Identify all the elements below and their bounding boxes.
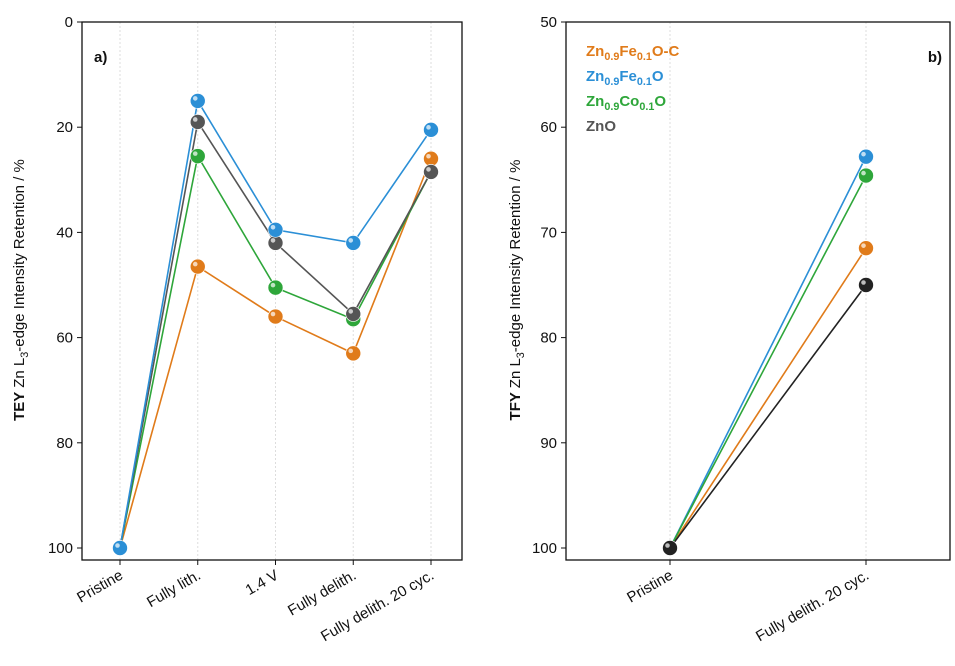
point-highlight: [861, 280, 866, 285]
y-tick-label: 60: [56, 330, 73, 347]
series-line: [669, 156, 867, 549]
point-highlight: [348, 309, 354, 314]
data-point: [345, 345, 362, 362]
y-tick-label: 70: [540, 224, 557, 241]
data-point: [423, 150, 439, 167]
point-highlight: [348, 348, 354, 354]
data-point: [662, 540, 678, 556]
data-point: [267, 308, 284, 325]
y-axis-label-bold: TEY: [11, 388, 28, 421]
series-line: [669, 284, 867, 549]
point-highlight: [192, 96, 198, 101]
x-tick-label: Fully delith.: [285, 567, 359, 620]
x-tick-label: Fully lith.: [144, 567, 204, 611]
data-point: [345, 235, 362, 251]
data-point: [189, 114, 206, 130]
data-point: [858, 167, 874, 184]
point-highlight: [426, 153, 431, 159]
y-axis-label-text: Zn L3-edge Intensity Retention / %: [11, 159, 31, 388]
point-highlight: [665, 543, 670, 548]
data-point: [858, 148, 874, 165]
point-highlight: [861, 170, 866, 176]
y-axis-label: TEY Zn L3-edge Intensity Retention / %: [11, 159, 31, 421]
data-point: [189, 258, 206, 275]
chart-panel: Pristine Fully delith. 20 cyc. 50 60 70 80 90 1…: [507, 14, 951, 646]
y-axis-label-text: Zn L3-edge Intensity Retention / %: [507, 160, 527, 389]
y-tick-label: 100: [48, 540, 73, 557]
legend-entry: ZnO: [586, 118, 616, 135]
y-tick-label: 80: [56, 435, 73, 452]
point-highlight: [192, 117, 198, 122]
y-axis-label-bold: TFY: [507, 388, 524, 420]
point-highlight: [192, 151, 198, 156]
data-point: [112, 540, 128, 556]
y-tick-label: 40: [56, 224, 73, 241]
plot-frame: [565, 21, 951, 561]
y-tick-label: 80: [540, 330, 557, 347]
panel-label: a): [94, 49, 107, 66]
point-highlight: [861, 151, 866, 157]
plot-frame: [81, 21, 463, 561]
series-line: [669, 175, 867, 549]
y-tick-label: 0: [65, 14, 73, 31]
panel-label: b): [928, 49, 942, 66]
x-tick-label: Fully delith. 20 cyc.: [753, 567, 872, 646]
y-tick-label: 90: [540, 435, 557, 452]
point-highlight: [426, 125, 431, 130]
legend-entry: Zn0.9Fe0.1O-C: [586, 43, 680, 63]
data-point: [858, 240, 874, 256]
y-tick-label: 60: [540, 119, 557, 136]
series-line: [669, 247, 867, 549]
point-highlight: [861, 243, 866, 248]
data-point: [189, 148, 206, 164]
y-tick-label: 20: [56, 119, 73, 136]
point-highlight: [348, 238, 354, 243]
series-line: [119, 158, 432, 549]
data-point: [858, 277, 874, 293]
y-tick-label: 100: [532, 540, 557, 557]
data-point: [267, 279, 284, 296]
point-highlight: [270, 224, 276, 230]
x-tick-label: Pristine: [624, 567, 676, 607]
point-highlight: [270, 282, 276, 288]
data-point: [267, 221, 284, 238]
point-highlight: [270, 238, 276, 243]
data-point: [189, 93, 206, 109]
legend-entry: Zn0.9Co0.1O: [586, 93, 666, 113]
x-tick-label: Pristine: [74, 567, 126, 607]
legend-entry: Zn0.9Fe0.1O: [586, 68, 664, 88]
y-tick-label: 50: [540, 14, 557, 31]
point-highlight: [115, 543, 120, 548]
data-point: [345, 306, 362, 322]
x-tick-label: 1.4 V: [243, 567, 282, 599]
point-highlight: [426, 167, 431, 172]
data-point: [423, 164, 439, 180]
chart-panel: Pristine Fully lith. 1.4 V Fully delith.Ful…: [11, 14, 463, 645]
point-highlight: [270, 311, 276, 317]
data-point: [423, 122, 439, 138]
point-highlight: [192, 261, 198, 267]
data-point: [267, 235, 284, 251]
y-axis-label: TFY Zn L3-edge Intensity Retention / %: [507, 160, 527, 421]
